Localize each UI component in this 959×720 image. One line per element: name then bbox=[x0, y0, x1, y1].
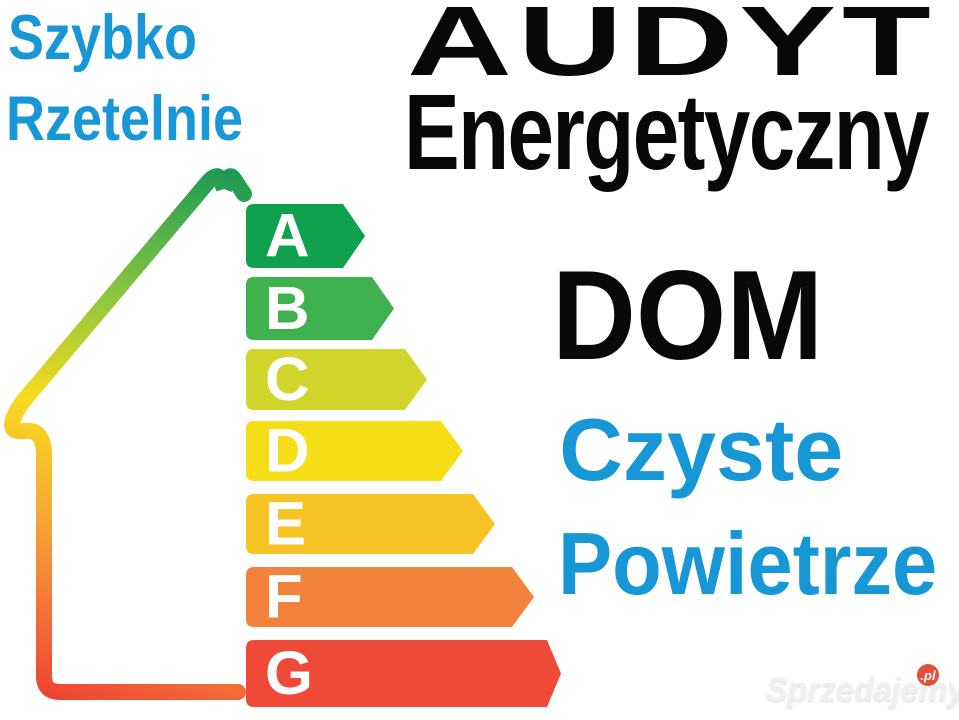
svg-text:E: E bbox=[265, 490, 306, 559]
svg-text:F: F bbox=[265, 563, 303, 632]
svg-text:A: A bbox=[265, 202, 309, 271]
svg-text:.pl: .pl bbox=[920, 668, 936, 683]
svg-text:B: B bbox=[265, 274, 309, 343]
svg-text:C: C bbox=[265, 345, 309, 414]
svg-text:G: G bbox=[265, 639, 313, 708]
svg-text:D: D bbox=[265, 417, 309, 486]
